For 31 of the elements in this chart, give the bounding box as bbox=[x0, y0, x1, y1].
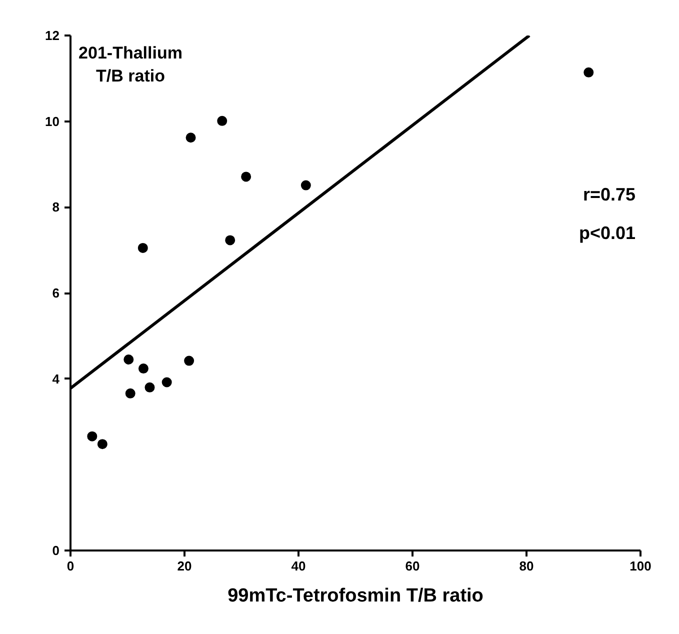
x-tick-label: 40 bbox=[291, 558, 306, 574]
annotation: r=0.75 bbox=[582, 184, 636, 204]
point bbox=[124, 354, 134, 365]
y-tick-label: 10 bbox=[45, 114, 60, 129]
point bbox=[241, 172, 252, 182]
y-tick-label: 6 bbox=[52, 286, 60, 300]
y-tick-label: 0 bbox=[52, 543, 60, 558]
point bbox=[138, 364, 148, 374]
x-tick-label: 60 bbox=[405, 558, 420, 574]
point bbox=[97, 439, 108, 450]
point bbox=[225, 235, 236, 246]
x-tick-label: 80 bbox=[519, 558, 534, 574]
point bbox=[184, 356, 194, 366]
point bbox=[186, 132, 196, 143]
y-tick-label: 12 bbox=[45, 28, 60, 43]
x-tick-label: 100 bbox=[630, 558, 652, 574]
y-tick-label: 4 bbox=[52, 371, 60, 386]
point bbox=[217, 116, 228, 126]
point bbox=[87, 431, 98, 442]
point bbox=[144, 382, 155, 392]
point bbox=[584, 67, 594, 78]
point bbox=[162, 377, 172, 388]
point bbox=[300, 180, 311, 190]
y-tick-label: 8 bbox=[52, 200, 60, 215]
y-axis-title: 201-Thallium T/B ratio bbox=[78, 44, 182, 86]
annotation: p<0.01 bbox=[578, 222, 636, 243]
x-tick-label: 20 bbox=[177, 558, 192, 574]
x-axis-title: 99mTc-Tetrofosmin T/B ratio bbox=[228, 586, 484, 606]
point bbox=[125, 388, 136, 398]
point bbox=[138, 242, 148, 253]
x-tick-label: 0 bbox=[66, 558, 74, 574]
